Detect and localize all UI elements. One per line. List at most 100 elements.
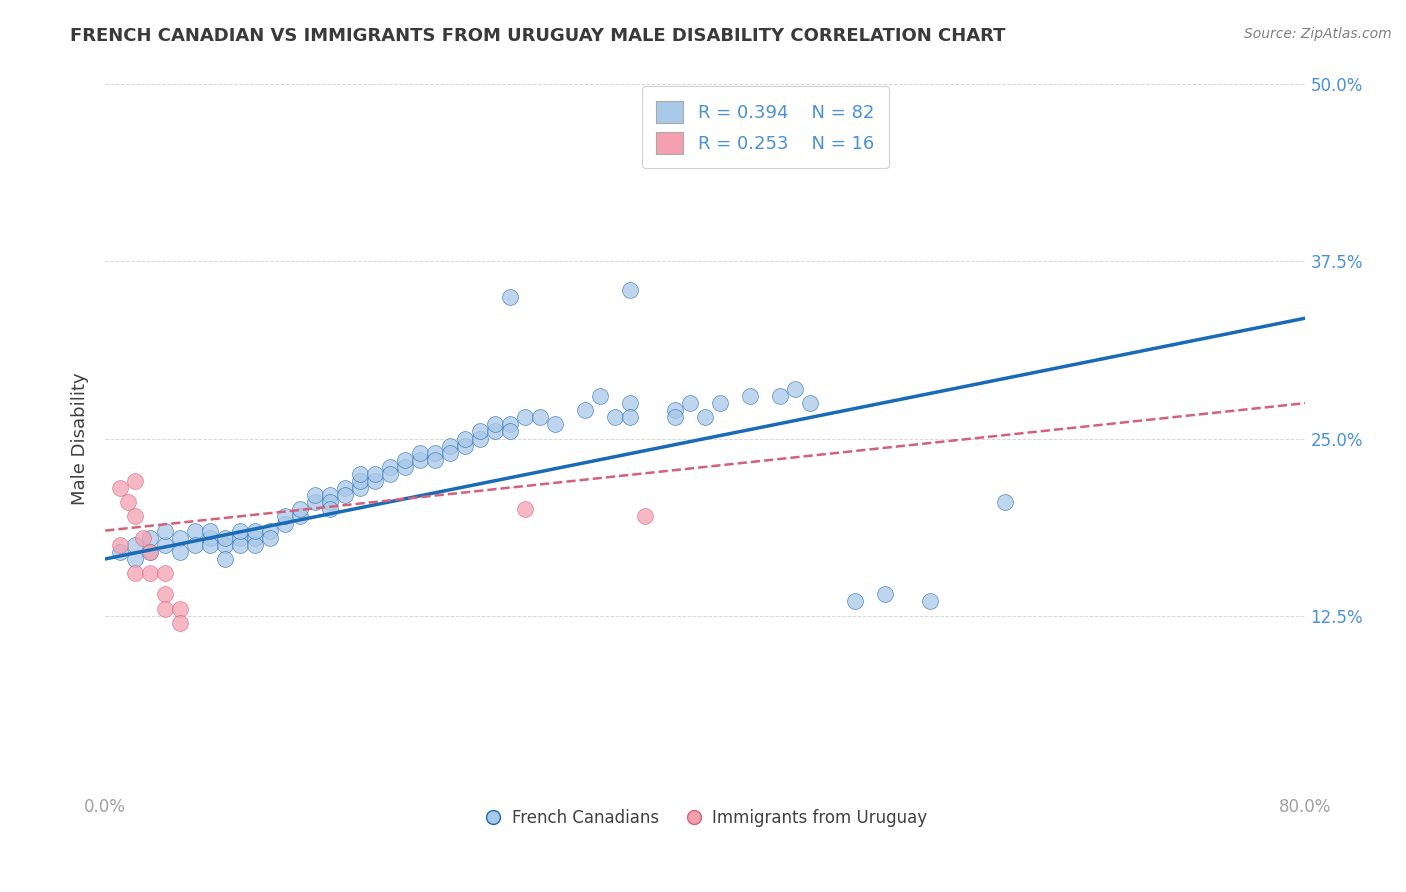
- Point: [184, 538, 207, 552]
- Point: [139, 566, 162, 580]
- Point: [619, 410, 641, 425]
- Point: [409, 446, 432, 460]
- Point: [499, 425, 522, 439]
- Point: [409, 452, 432, 467]
- Point: [110, 545, 132, 559]
- Point: [229, 531, 252, 545]
- Point: [124, 566, 146, 580]
- Point: [229, 524, 252, 538]
- Point: [110, 481, 132, 495]
- Point: [304, 495, 326, 509]
- Point: [454, 432, 477, 446]
- Point: [274, 516, 297, 531]
- Point: [319, 495, 342, 509]
- Point: [574, 403, 596, 417]
- Point: [184, 524, 207, 538]
- Point: [139, 545, 162, 559]
- Point: [679, 396, 702, 410]
- Point: [425, 446, 447, 460]
- Point: [155, 566, 177, 580]
- Point: [394, 459, 416, 474]
- Y-axis label: Male Disability: Male Disability: [72, 372, 89, 505]
- Point: [290, 502, 312, 516]
- Legend: French Canadians, Immigrants from Uruguay: French Canadians, Immigrants from Urugua…: [477, 803, 934, 834]
- Point: [439, 439, 461, 453]
- Point: [619, 396, 641, 410]
- Point: [349, 467, 371, 481]
- Point: [274, 509, 297, 524]
- Point: [529, 410, 551, 425]
- Point: [169, 545, 191, 559]
- Point: [920, 594, 942, 608]
- Point: [200, 524, 222, 538]
- Point: [515, 410, 537, 425]
- Point: [124, 552, 146, 566]
- Point: [335, 481, 357, 495]
- Point: [709, 396, 731, 410]
- Point: [132, 531, 155, 545]
- Point: [319, 488, 342, 502]
- Point: [200, 538, 222, 552]
- Point: [155, 601, 177, 615]
- Point: [785, 382, 807, 396]
- Point: [124, 474, 146, 488]
- Point: [117, 495, 139, 509]
- Point: [200, 531, 222, 545]
- Point: [515, 502, 537, 516]
- Text: Source: ZipAtlas.com: Source: ZipAtlas.com: [1244, 27, 1392, 41]
- Point: [139, 531, 162, 545]
- Point: [875, 587, 897, 601]
- Point: [245, 531, 267, 545]
- Point: [499, 417, 522, 432]
- Point: [169, 615, 191, 630]
- Point: [304, 488, 326, 502]
- Point: [169, 601, 191, 615]
- Point: [664, 410, 686, 425]
- Point: [290, 509, 312, 524]
- Point: [124, 538, 146, 552]
- Point: [245, 538, 267, 552]
- Point: [470, 425, 492, 439]
- Point: [319, 502, 342, 516]
- Point: [349, 481, 371, 495]
- Text: FRENCH CANADIAN VS IMMIGRANTS FROM URUGUAY MALE DISABILITY CORRELATION CHART: FRENCH CANADIAN VS IMMIGRANTS FROM URUGU…: [70, 27, 1005, 45]
- Point: [994, 495, 1017, 509]
- Point: [589, 389, 612, 403]
- Point: [155, 538, 177, 552]
- Point: [364, 467, 387, 481]
- Point: [499, 290, 522, 304]
- Point: [259, 524, 281, 538]
- Point: [259, 531, 281, 545]
- Point: [155, 524, 177, 538]
- Point: [229, 538, 252, 552]
- Point: [110, 538, 132, 552]
- Point: [245, 524, 267, 538]
- Point: [349, 474, 371, 488]
- Point: [364, 474, 387, 488]
- Point: [740, 389, 762, 403]
- Point: [634, 509, 657, 524]
- Point: [619, 283, 641, 297]
- Point: [425, 452, 447, 467]
- Point: [695, 410, 717, 425]
- Point: [169, 531, 191, 545]
- Point: [454, 439, 477, 453]
- Point: [335, 488, 357, 502]
- Point: [664, 403, 686, 417]
- Point: [214, 531, 236, 545]
- Point: [214, 538, 236, 552]
- Point: [799, 396, 821, 410]
- Point: [155, 587, 177, 601]
- Point: [605, 410, 627, 425]
- Point: [544, 417, 567, 432]
- Point: [394, 452, 416, 467]
- Point: [769, 389, 792, 403]
- Point: [484, 417, 506, 432]
- Point: [139, 545, 162, 559]
- Point: [380, 467, 402, 481]
- Point: [380, 459, 402, 474]
- Point: [439, 446, 461, 460]
- Point: [470, 432, 492, 446]
- Point: [214, 552, 236, 566]
- Point: [484, 425, 506, 439]
